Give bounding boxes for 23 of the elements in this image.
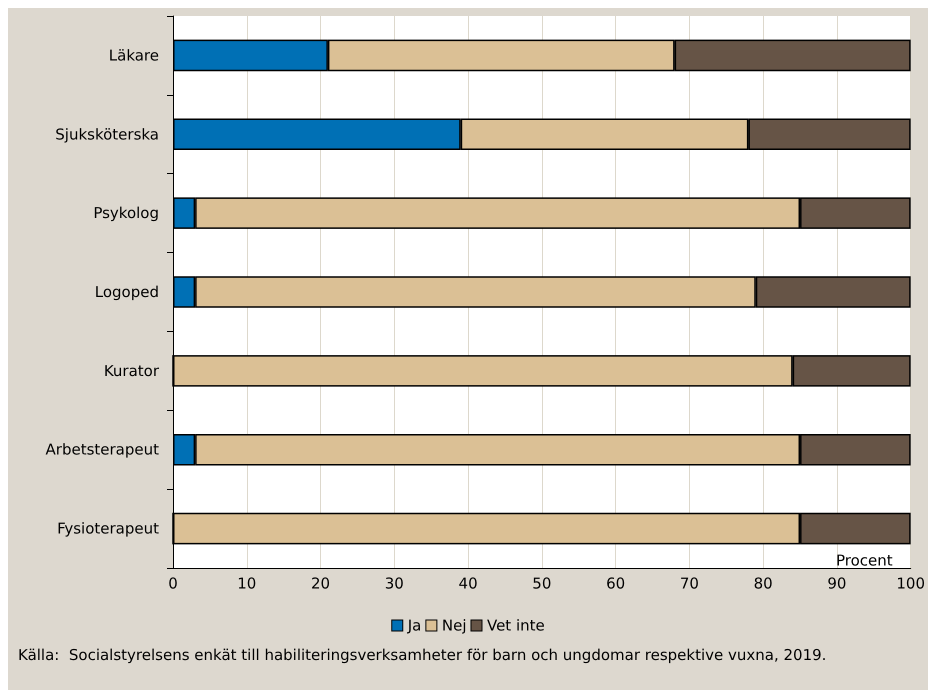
x-tick-label: 80 — [754, 574, 773, 592]
x-tick-label: 20 — [310, 574, 330, 592]
legend-label: Nej — [442, 616, 466, 634]
x-tick-label: 10 — [237, 574, 256, 592]
x-tick-label: 0 — [168, 574, 178, 592]
y-tick-label: Fysioterapeut — [57, 520, 160, 538]
x-tick-label: 100 — [896, 574, 926, 592]
y-tick-label: Arbetsterapeut — [46, 440, 160, 459]
x-tick-label: 90 — [827, 574, 846, 592]
x-tick-label: 70 — [680, 574, 699, 592]
y-tick-label: Logoped — [94, 283, 159, 301]
x-tick-label: 50 — [532, 574, 552, 592]
y-tick-label: Läkare — [108, 46, 159, 64]
legend-label: Vet inte — [486, 616, 545, 634]
y-tick-label: Sjuksköterska — [55, 125, 159, 144]
x-tick-label: 30 — [384, 574, 404, 592]
x-tick-label: 40 — [458, 574, 478, 592]
text: Källa: Socialstyrelsens enkät till habiliteringsverksamheter för barn och ungdomar respektive vuxna, 2019. — [18, 646, 826, 664]
y-tick-label: Kurator — [104, 362, 160, 380]
legend-label: Ja — [406, 616, 422, 634]
x-tick-label: 60 — [606, 574, 626, 592]
y-tick-label: Psykolog — [93, 204, 159, 222]
x-axis-title: Procent — [836, 552, 893, 570]
